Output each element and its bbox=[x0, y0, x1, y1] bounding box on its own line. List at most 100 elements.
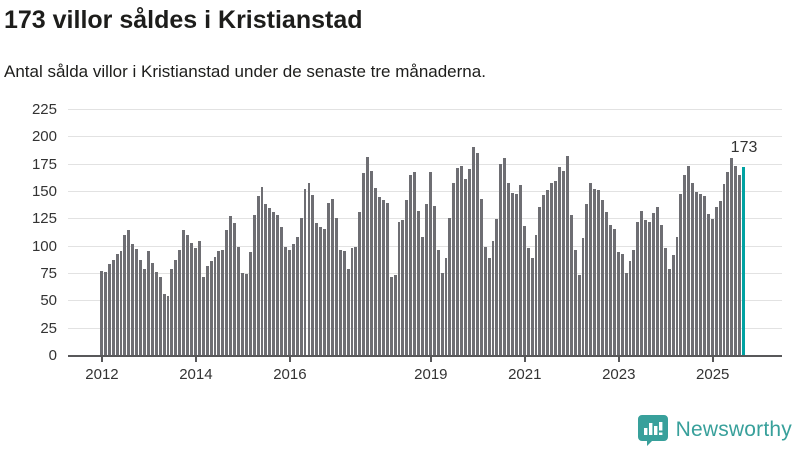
bar bbox=[456, 167, 460, 356]
newsworthy-icon bbox=[637, 415, 668, 446]
bar bbox=[413, 172, 417, 356]
bar bbox=[323, 229, 327, 356]
bar bbox=[330, 198, 334, 356]
bar bbox=[616, 252, 620, 356]
bar bbox=[710, 219, 714, 356]
bar bbox=[718, 200, 722, 356]
x-tick-label-2019: 2019 bbox=[414, 366, 448, 383]
bar bbox=[667, 268, 671, 356]
bar bbox=[428, 172, 432, 356]
x-tick-label-2021: 2021 bbox=[508, 366, 542, 383]
y-tick-label-25: 25 bbox=[40, 319, 57, 337]
page-title: 173 villor såldes i Kristianstad bbox=[4, 6, 363, 34]
bar bbox=[182, 230, 186, 356]
bar bbox=[636, 221, 640, 356]
bar bbox=[640, 210, 644, 356]
bar bbox=[143, 268, 146, 356]
bar bbox=[424, 204, 428, 356]
bar bbox=[558, 166, 561, 356]
x-tick-2014 bbox=[194, 357, 197, 362]
bar bbox=[659, 224, 663, 356]
bar bbox=[174, 259, 178, 356]
x-tick-label-2012: 2012 bbox=[85, 366, 119, 383]
bar bbox=[287, 249, 291, 356]
bar bbox=[487, 257, 491, 356]
newsworthy-logo: Newsworthy bbox=[637, 414, 792, 446]
bar bbox=[597, 189, 601, 356]
bar bbox=[432, 206, 436, 356]
bar bbox=[213, 256, 217, 356]
bar bbox=[581, 237, 585, 356]
bar bbox=[620, 254, 624, 356]
bar bbox=[334, 218, 338, 356]
bar bbox=[632, 249, 636, 356]
bar bbox=[397, 221, 401, 356]
bar bbox=[264, 204, 268, 356]
x-tick-label-2025: 2025 bbox=[696, 366, 730, 383]
bar bbox=[123, 234, 127, 356]
bar bbox=[436, 249, 440, 356]
bar bbox=[381, 199, 385, 356]
bar bbox=[252, 214, 256, 356]
bar bbox=[511, 193, 514, 356]
bar bbox=[197, 241, 201, 356]
bar bbox=[276, 214, 280, 356]
y-tick-label-200: 200 bbox=[31, 128, 57, 146]
bar bbox=[522, 225, 526, 356]
bar bbox=[483, 246, 487, 356]
bar bbox=[726, 172, 730, 356]
bar bbox=[663, 247, 667, 356]
bar bbox=[499, 163, 503, 356]
x-axis-line bbox=[68, 355, 782, 357]
bar bbox=[495, 219, 499, 356]
bar bbox=[374, 187, 377, 356]
bar bbox=[358, 211, 362, 356]
bar bbox=[248, 252, 252, 356]
bar bbox=[468, 169, 471, 356]
bar bbox=[393, 275, 397, 356]
bar bbox=[542, 195, 546, 356]
y-tick-label-100: 100 bbox=[31, 237, 57, 255]
x-tick-label-2014: 2014 bbox=[179, 366, 213, 383]
y-tick-label-225: 225 bbox=[31, 101, 57, 118]
bar bbox=[679, 194, 683, 356]
x-tick-2012 bbox=[100, 357, 103, 362]
bar bbox=[311, 195, 315, 356]
bar bbox=[346, 268, 350, 356]
bar bbox=[362, 173, 366, 356]
bar bbox=[186, 234, 190, 356]
bar bbox=[648, 221, 652, 356]
y-tick-label-150: 150 bbox=[31, 183, 57, 200]
bar bbox=[601, 199, 605, 356]
bar bbox=[284, 246, 287, 356]
bar bbox=[687, 165, 691, 356]
bar bbox=[135, 248, 139, 356]
gridline-225 bbox=[68, 109, 782, 110]
bar bbox=[612, 229, 616, 356]
bar bbox=[350, 247, 354, 356]
bar bbox=[538, 207, 542, 356]
bar-latest bbox=[742, 166, 745, 356]
bar bbox=[139, 259, 143, 356]
bar bbox=[193, 247, 197, 356]
bar bbox=[471, 147, 475, 356]
bar bbox=[730, 158, 734, 356]
bar bbox=[734, 165, 738, 356]
bar bbox=[491, 241, 495, 356]
bar bbox=[706, 213, 710, 356]
bar bbox=[417, 210, 421, 356]
bar bbox=[675, 236, 679, 356]
bar bbox=[409, 174, 413, 356]
bar bbox=[573, 249, 577, 356]
bar bbox=[111, 259, 115, 356]
gridline-150 bbox=[68, 191, 782, 192]
bar bbox=[209, 260, 213, 356]
bar bbox=[291, 244, 295, 356]
gridline-200 bbox=[68, 136, 782, 138]
bar bbox=[233, 222, 237, 356]
bar bbox=[722, 184, 726, 356]
bar bbox=[370, 171, 374, 356]
bar bbox=[421, 236, 424, 356]
bar bbox=[714, 207, 718, 356]
